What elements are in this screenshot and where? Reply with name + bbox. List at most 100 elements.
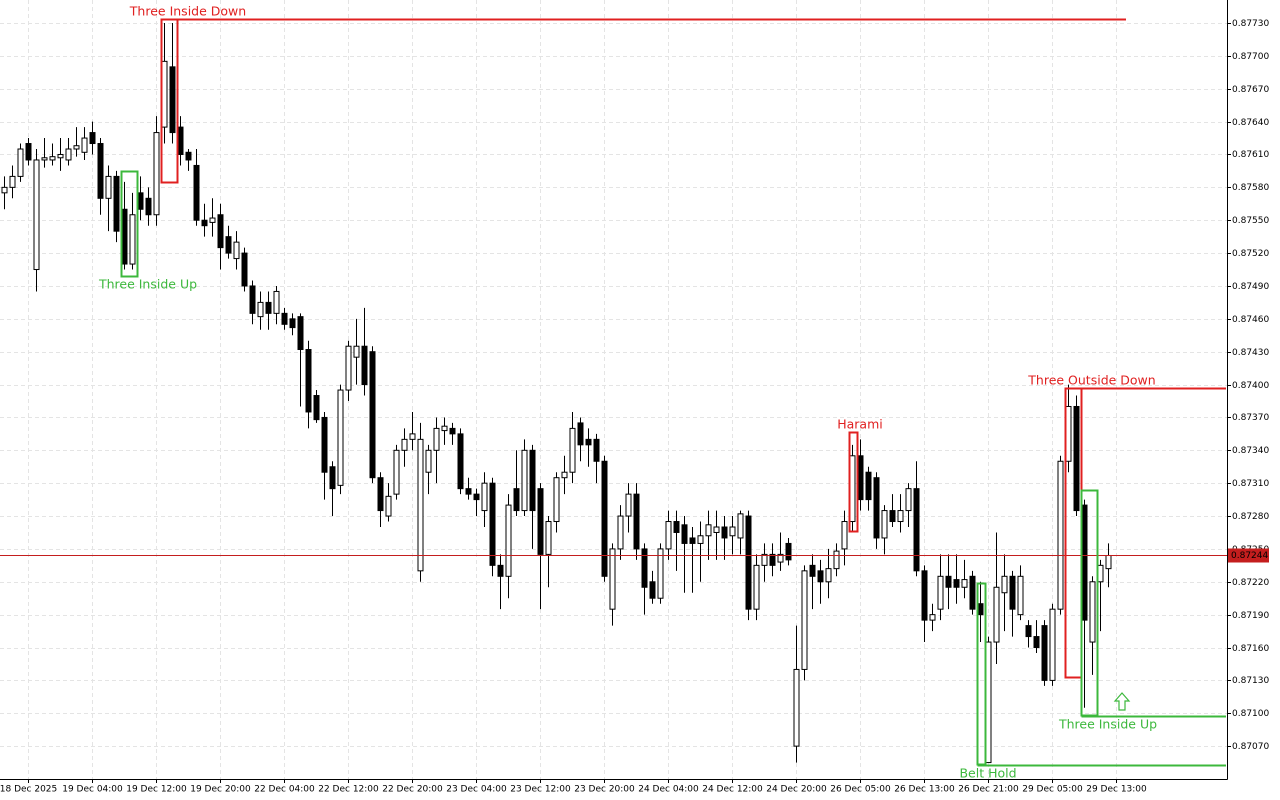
pattern-label: Three Inside Up	[98, 277, 197, 292]
y-tick-label: 0.87490	[1232, 282, 1269, 292]
signal-arrow	[1113, 692, 1131, 711]
candle-body	[33, 159, 40, 271]
candle-body	[497, 564, 504, 577]
candle-body	[721, 526, 728, 539]
x-tick-label: 23 Dec 04:00	[446, 785, 507, 795]
candle-body	[1089, 581, 1096, 643]
pattern-label: Belt Hold	[959, 766, 1016, 781]
candle-body	[1041, 625, 1048, 681]
candle-body	[1, 186, 8, 194]
candle-body	[833, 550, 840, 570]
candle-body	[1017, 575, 1024, 616]
candle-body	[137, 192, 144, 210]
candle-body	[465, 488, 472, 495]
candle-body	[1057, 460, 1064, 610]
candle-body	[913, 488, 920, 572]
candle-body	[65, 148, 72, 161]
candle-body	[769, 553, 776, 566]
candle-body	[609, 548, 616, 610]
y-tick-label: 0.87730	[1232, 19, 1269, 29]
x-tick-label: 18 Dec 2025	[0, 785, 57, 795]
candle-body	[553, 477, 560, 523]
candle-body	[569, 427, 576, 473]
candle-body	[625, 493, 632, 517]
candle-body	[681, 524, 688, 544]
candle-body	[825, 568, 832, 583]
y-tick-label: 0.87190	[1232, 611, 1269, 621]
candle-body	[785, 542, 792, 561]
y-tick-label: 0.87430	[1232, 348, 1269, 358]
x-tick-label: 26 Dec 05:00	[830, 785, 891, 795]
candle-body	[377, 477, 384, 512]
candle-body	[353, 345, 360, 358]
candle-body	[265, 301, 272, 314]
candle-body	[297, 316, 304, 351]
candle-body	[849, 455, 856, 523]
x-tick-label: 26 Dec 21:00	[958, 785, 1019, 795]
x-tick-label: 29 Dec 05:00	[1022, 785, 1083, 795]
candle-body	[929, 614, 936, 621]
candle-body	[9, 175, 16, 188]
x-tick-label: 19 Dec 12:00	[126, 785, 187, 795]
candle-body	[1105, 554, 1112, 570]
candle-body	[89, 132, 96, 145]
x-tick-label: 22 Dec 20:00	[382, 785, 443, 795]
candle-body	[1073, 405, 1080, 512]
candle-body	[489, 482, 496, 566]
y-tick-label: 0.87160	[1232, 644, 1269, 654]
candle-body	[145, 197, 152, 216]
candle-body	[97, 143, 104, 199]
candle-body	[329, 466, 336, 490]
candle-body	[841, 521, 848, 550]
x-tick-label: 24 Dec 20:00	[766, 785, 827, 795]
candle-body	[961, 579, 968, 588]
candle-body	[321, 416, 328, 473]
candle-body	[1065, 405, 1072, 462]
candle-body	[217, 214, 224, 249]
candle-body	[657, 548, 664, 599]
candle-body	[753, 564, 760, 610]
last-price-label: 0.87244	[1231, 551, 1268, 561]
x-tick-label: 23 Dec 20:00	[574, 785, 635, 795]
candle-body	[361, 345, 368, 386]
x-tick-label: 22 Dec 04:00	[254, 785, 315, 795]
candle-body	[545, 521, 552, 555]
candle-body	[801, 570, 808, 670]
y-tick-label: 0.87100	[1232, 709, 1269, 719]
candle-body	[177, 126, 184, 155]
candle-body	[1033, 636, 1040, 649]
candle-body	[593, 438, 600, 462]
candle-body	[313, 395, 320, 421]
candle-body	[561, 471, 568, 479]
candle-body	[857, 455, 864, 501]
candle-body	[393, 449, 400, 495]
candle-body	[985, 641, 992, 764]
pattern-label: Three Inside Down	[129, 4, 246, 19]
x-tick-label: 22 Dec 12:00	[318, 785, 379, 795]
pattern-label: Harami	[837, 417, 883, 432]
candle-body	[737, 513, 744, 539]
candle-body	[921, 570, 928, 621]
candle-body	[1097, 564, 1104, 583]
candle-body	[129, 214, 136, 265]
candle-body	[49, 156, 56, 161]
x-tick-label: 19 Dec 20:00	[190, 785, 251, 795]
y-tick-label: 0.87220	[1232, 578, 1269, 588]
y-tick-label: 0.87310	[1232, 479, 1269, 489]
candle-body	[953, 579, 960, 588]
candle-body	[1025, 625, 1032, 638]
candle-body	[153, 132, 160, 216]
candle-body	[105, 175, 112, 199]
candle-body	[113, 175, 120, 232]
plot-area	[0, 23, 1227, 764]
x-tick-label: 19 Dec 04:00	[62, 785, 123, 795]
candle-body	[529, 449, 536, 512]
y-tick-label: 0.87520	[1232, 249, 1269, 259]
candle-body	[729, 526, 736, 537]
candle-body	[513, 488, 520, 512]
candle-body	[433, 427, 440, 451]
candle-body	[505, 504, 512, 577]
candle-body	[617, 515, 624, 550]
candle-body	[905, 488, 912, 512]
candle-body	[873, 477, 880, 539]
